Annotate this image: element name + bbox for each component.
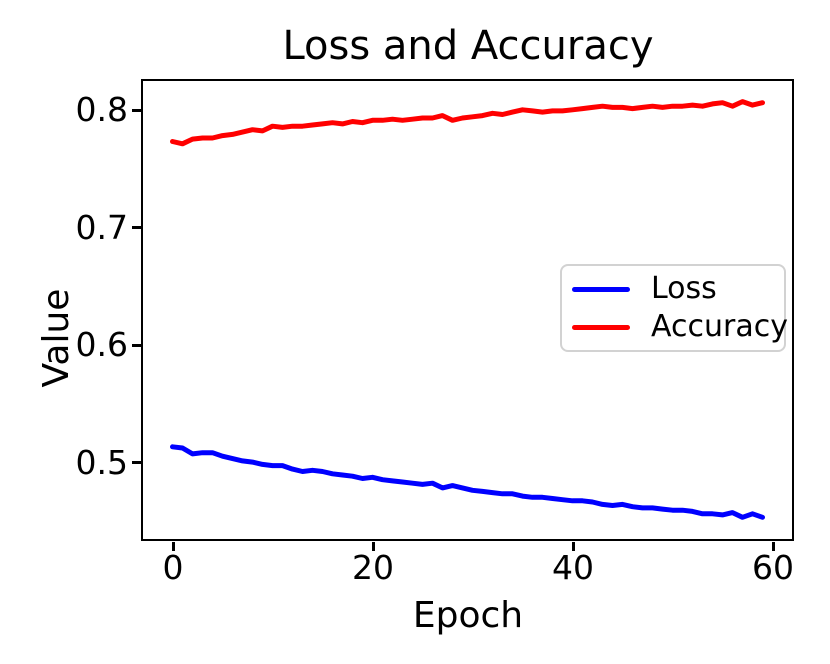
y-tick-mark	[132, 108, 141, 112]
y-tick-mark	[132, 343, 141, 347]
y-tick-mark	[132, 226, 141, 230]
series-line-accuracy	[170, 99, 765, 147]
x-tick-label: 0	[162, 548, 184, 587]
y-tick-label: 0.8	[75, 90, 128, 130]
x-tick-label: 20	[352, 548, 394, 587]
legend-item-loss: Loss	[572, 270, 774, 308]
accuracy-line-icon	[572, 324, 630, 330]
x-tick-mark	[571, 542, 575, 551]
x-tick-mark	[371, 542, 375, 551]
y-tick-label: 0.5	[75, 442, 128, 482]
x-tick-mark	[171, 542, 175, 551]
y-tick-label: 0.7	[75, 207, 128, 247]
series-line-loss	[170, 444, 765, 520]
plot-lines	[170, 99, 765, 520]
legend-item-accuracy: Accuracy	[572, 308, 788, 346]
y-tick-label: 0.6	[75, 325, 128, 365]
chart-title: Loss and Accuracy	[282, 23, 654, 69]
x-tick-mark	[771, 542, 775, 551]
legend-label-accuracy: Accuracy	[651, 309, 788, 344]
x-tick-label: 40	[552, 548, 594, 587]
legend: Loss Accuracy	[560, 264, 788, 352]
y-tick-mark	[132, 461, 141, 465]
y-axis-label: Value	[36, 288, 77, 388]
legend-label-loss: Loss	[651, 271, 717, 306]
loss-line-icon	[572, 286, 630, 292]
x-axis-label: Epoch	[412, 595, 524, 636]
x-tick-label: 60	[752, 548, 794, 587]
